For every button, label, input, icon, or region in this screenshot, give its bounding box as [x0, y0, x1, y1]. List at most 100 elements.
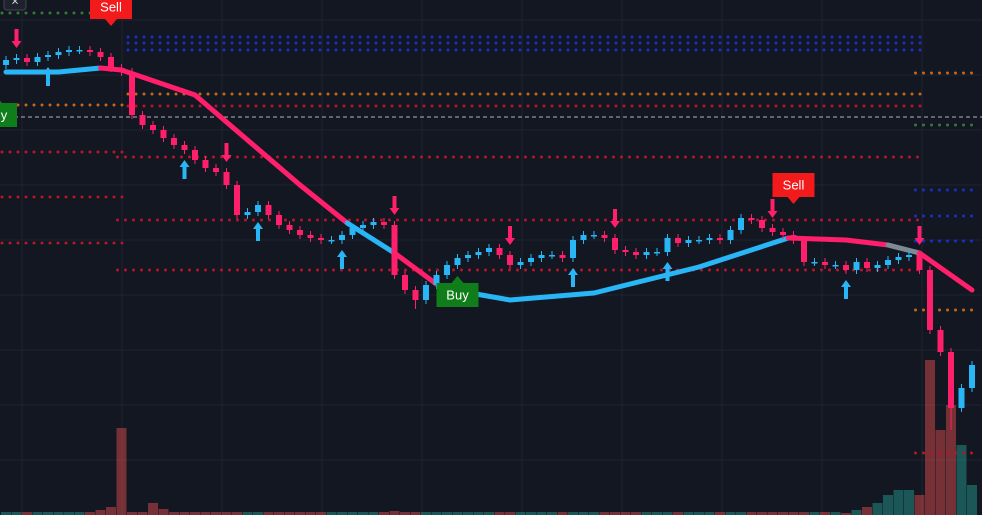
- volume-bar: [610, 512, 620, 515]
- candle-body: [97, 52, 104, 57]
- close-icon[interactable]: ×: [11, 0, 19, 8]
- candle-body: [181, 145, 188, 150]
- candle-body: [927, 270, 933, 330]
- volume-bar: [137, 512, 148, 515]
- candle-body: [276, 215, 282, 225]
- volume-bar: [442, 512, 452, 515]
- signal-label: Sell: [100, 0, 122, 14]
- volume-bar: [22, 512, 32, 515]
- candle-body: [433, 275, 440, 285]
- volume-bar: [673, 512, 683, 515]
- candle-body: [55, 52, 62, 55]
- volume-bar: [788, 512, 799, 515]
- candle-body: [234, 185, 240, 215]
- candle-body: [664, 238, 671, 252]
- volume-bar: [263, 512, 274, 515]
- candle-body: [517, 262, 524, 265]
- volume-bar: [620, 512, 631, 515]
- volume-bar: [95, 510, 106, 515]
- candle-body: [706, 238, 713, 240]
- volume-bar: [295, 512, 305, 515]
- volume-bar: [358, 512, 368, 515]
- volume-bar: [547, 512, 557, 515]
- candle-body: [685, 240, 692, 243]
- candle-body: [391, 225, 398, 275]
- candle-body: [601, 235, 608, 238]
- volume-bar: [925, 360, 935, 515]
- candle-body: [171, 138, 177, 145]
- buy-arrow: [568, 268, 578, 287]
- candle-body: [66, 50, 72, 52]
- candle-body: [129, 72, 135, 115]
- volume-bar: [484, 512, 494, 515]
- signal-label: Buy: [446, 287, 469, 302]
- sell-arrow: [389, 196, 400, 215]
- volume-bar: [326, 512, 337, 515]
- candle-body: [948, 352, 954, 408]
- volume-bar: [872, 503, 883, 515]
- sell-arrow: [505, 226, 515, 245]
- candle-body: [874, 265, 881, 268]
- candle-body: [790, 235, 797, 240]
- close-button[interactable]: [3, 0, 27, 11]
- candle-body: [591, 235, 597, 237]
- volume-bar: [116, 428, 127, 515]
- candle-body: [843, 265, 849, 270]
- signal-box: [0, 100, 17, 127]
- candle-body: [633, 252, 639, 255]
- volume-bar: [736, 512, 746, 515]
- candle-body: [769, 228, 776, 232]
- volume-bar: [809, 512, 820, 515]
- candle-body: [832, 265, 839, 267]
- sell-arrow: [610, 209, 620, 228]
- volume-bar: [841, 513, 851, 515]
- volume-bar: [316, 512, 326, 515]
- candle-body: [570, 240, 576, 258]
- volume-bar: [221, 512, 232, 515]
- volume-bar: [935, 430, 946, 515]
- volume-bar: [74, 512, 85, 515]
- volume-bar: [746, 512, 757, 515]
- volume-bar: [641, 512, 652, 515]
- volume-bar: [536, 512, 547, 515]
- volume-bar: [232, 512, 242, 515]
- candle-body: [549, 255, 555, 257]
- volume-bar: [946, 405, 956, 515]
- volume-bar: [715, 512, 725, 515]
- sell-arrow: [767, 199, 778, 218]
- buy-arrow: [43, 67, 53, 86]
- candle-body: [822, 262, 828, 265]
- volume-bar: [505, 512, 515, 515]
- candle-body: [87, 50, 93, 52]
- candle-body: [622, 250, 629, 252]
- volume-bar: [757, 512, 767, 515]
- candle-body: [465, 255, 471, 258]
- volume-bar: [473, 512, 484, 515]
- volume-bar: [127, 512, 137, 515]
- candle-body: [811, 262, 818, 264]
- buy-arrow: [253, 222, 263, 241]
- volume-bar: [662, 512, 673, 515]
- volume-bar: [799, 512, 809, 515]
- volume-bar: [778, 512, 788, 515]
- volume-bar: [820, 512, 830, 515]
- candle-body: [916, 255, 923, 270]
- candle-body: [538, 255, 545, 258]
- candle-body: [475, 252, 482, 255]
- volume-bar: [53, 512, 64, 515]
- candle-body: [496, 248, 503, 255]
- signal-box: [772, 173, 815, 204]
- candle-body: [727, 230, 734, 240]
- candle-body: [423, 285, 429, 300]
- candle-body: [13, 58, 20, 60]
- candle-body: [454, 258, 461, 265]
- candle-body: [801, 240, 807, 262]
- volume-bar: [11, 512, 22, 515]
- volume-bar: [599, 512, 610, 515]
- volume-bar: [578, 512, 589, 515]
- volume-bar: [431, 512, 442, 515]
- candle-body: [969, 365, 975, 388]
- volume-bar: [242, 512, 253, 515]
- buy-arrow: [179, 160, 190, 179]
- volume-bar: [337, 512, 347, 515]
